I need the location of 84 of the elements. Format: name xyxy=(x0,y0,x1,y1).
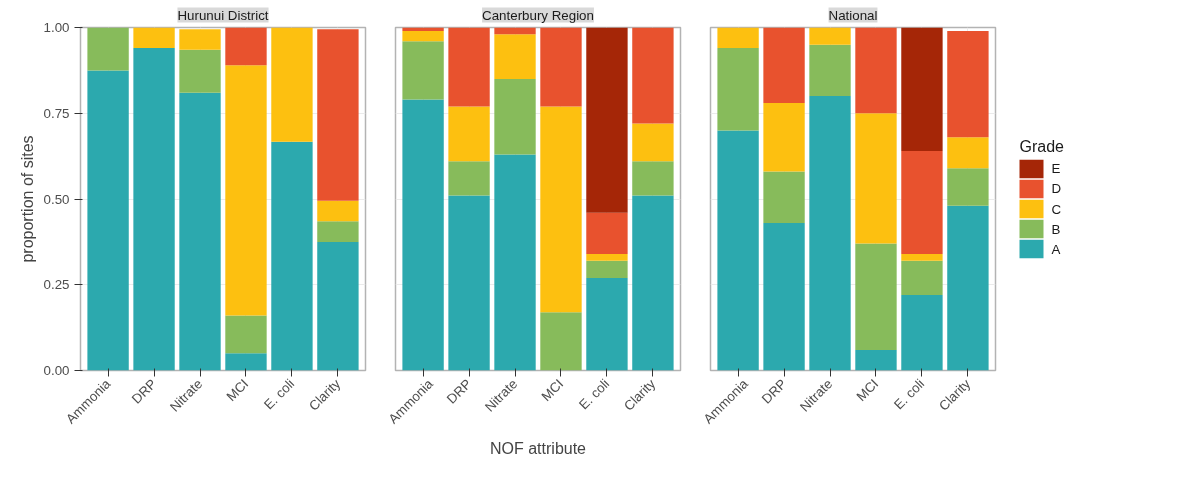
bar xyxy=(901,150,943,254)
bar xyxy=(448,27,490,107)
bar xyxy=(494,154,536,371)
bar xyxy=(448,106,490,162)
bar xyxy=(717,48,759,131)
bar xyxy=(179,49,221,93)
legend-label: B xyxy=(1051,221,1061,237)
bar xyxy=(855,113,897,244)
bar xyxy=(402,30,444,42)
bar xyxy=(947,30,989,138)
bar xyxy=(586,260,628,278)
bar xyxy=(901,253,943,261)
bar xyxy=(317,29,359,201)
bar xyxy=(271,27,313,142)
bar xyxy=(87,70,129,371)
bar xyxy=(225,27,267,66)
bar xyxy=(763,171,805,224)
bar xyxy=(133,27,175,49)
bar xyxy=(947,137,989,169)
y-axis-title: proportion of sites xyxy=(18,135,36,263)
bar xyxy=(586,253,628,261)
bar xyxy=(271,141,313,371)
bar xyxy=(901,295,943,371)
bar xyxy=(632,123,674,162)
x-tick-label: MCI xyxy=(223,376,252,405)
bar xyxy=(586,27,628,213)
bar xyxy=(632,161,674,196)
bar xyxy=(317,221,359,242)
bar xyxy=(947,205,989,371)
x-tick-label: E. coli xyxy=(260,376,298,413)
legend-label: D xyxy=(1051,181,1062,197)
bar xyxy=(317,241,359,371)
bar xyxy=(133,48,175,371)
bar xyxy=(540,27,582,107)
bar xyxy=(179,92,221,371)
legend-label: C xyxy=(1051,201,1062,217)
bar xyxy=(448,161,490,196)
bar xyxy=(586,277,628,371)
bar xyxy=(402,99,444,371)
bar xyxy=(225,315,267,354)
bar xyxy=(87,27,129,71)
bar xyxy=(494,78,536,155)
x-tick-label: MCI xyxy=(538,376,567,405)
bar xyxy=(855,27,897,114)
bar xyxy=(494,34,536,79)
y-tick-label: 0.00 xyxy=(43,363,70,378)
bar xyxy=(855,349,897,371)
bar xyxy=(901,27,943,151)
bar xyxy=(763,102,805,172)
x-tick-label: E. coli xyxy=(890,376,928,413)
bar xyxy=(632,27,674,124)
bar xyxy=(225,353,267,371)
chart-title: Hurunui District xyxy=(177,7,269,23)
y-tick-label: 0.75 xyxy=(43,105,70,121)
bar xyxy=(632,195,674,371)
bar xyxy=(317,200,359,222)
bar xyxy=(855,243,897,350)
bar xyxy=(448,195,490,371)
y-tick-label: 0.25 xyxy=(43,277,70,293)
legend-label: E xyxy=(1051,161,1061,177)
bar xyxy=(809,44,851,97)
chart-title: National xyxy=(828,7,878,23)
x-tick-label: MCI xyxy=(853,376,882,405)
bar xyxy=(947,168,989,206)
bar xyxy=(586,212,628,254)
y-tick-label: 1.00 xyxy=(43,20,70,35)
bar xyxy=(717,27,759,49)
bar xyxy=(225,65,267,316)
bar xyxy=(540,106,582,313)
x-tick-label: E. coli xyxy=(575,376,613,413)
bar xyxy=(809,96,851,371)
bar xyxy=(540,312,582,371)
bar xyxy=(901,260,943,296)
bar xyxy=(717,130,759,371)
bar xyxy=(809,27,851,45)
legend-label: A xyxy=(1051,241,1061,257)
chart-title: Canterbury Region xyxy=(482,7,594,23)
x-axis-title: NOF attribute xyxy=(489,439,587,457)
legend-title: Grade xyxy=(1019,138,1065,156)
bar xyxy=(179,29,221,50)
bar xyxy=(402,41,444,100)
bar xyxy=(763,223,805,371)
bar xyxy=(763,27,805,103)
y-tick-label: 0.50 xyxy=(43,191,70,207)
